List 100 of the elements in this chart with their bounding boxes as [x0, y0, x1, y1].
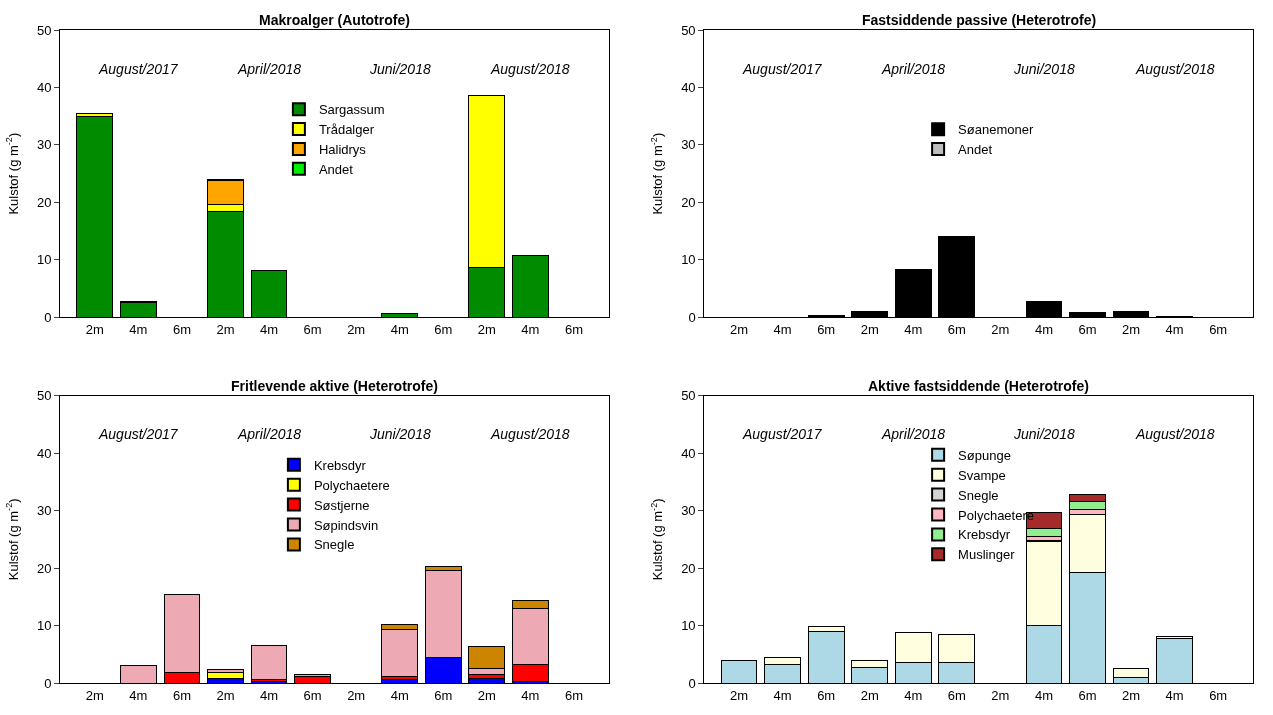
- annotation: August/2017: [98, 426, 179, 442]
- annotation: August/2017: [742, 61, 823, 77]
- x-tick-label: 6m: [1209, 321, 1228, 337]
- x-tick-label: 4m: [1034, 321, 1053, 337]
- chart-title: Aktive fastsiddende (Heterotrofe): [868, 378, 1089, 394]
- y-tick-label: 0: [44, 309, 52, 325]
- y-tick-label: 0: [44, 675, 52, 691]
- x-tick-label: 6m: [1078, 321, 1097, 337]
- y-tick-label: 50: [36, 22, 52, 38]
- legend-label: Sargassum: [318, 102, 385, 118]
- x-tick-label: 4m: [1034, 687, 1053, 703]
- y-tick-label: 10: [681, 618, 696, 634]
- y-tick-label: 0: [688, 309, 696, 325]
- chart-title: Makroalger (Autotrofe): [259, 12, 410, 28]
- legend-label: Snegle: [313, 537, 355, 553]
- y-tick-label: 30: [681, 137, 696, 153]
- legend-label: Halidrys: [318, 142, 367, 157]
- x-tick-label: 2m: [1122, 321, 1141, 337]
- x-tick-label: 2m: [216, 687, 235, 703]
- annotation: Juni/2018: [369, 426, 431, 442]
- x-tick-label: 2m: [991, 321, 1010, 337]
- x-tick-label: 2m: [860, 687, 879, 703]
- x-tick-label: 6m: [947, 321, 966, 337]
- x-tick-label: 6m: [434, 687, 453, 703]
- legend-label: Trådalger: [318, 122, 375, 138]
- annotation: April/2018: [237, 61, 302, 77]
- annotation: August/2018: [490, 61, 570, 77]
- y-tick-label: 0: [688, 675, 696, 691]
- y-tick-label: 10: [681, 252, 696, 268]
- x-tick-label: 6m: [1209, 687, 1228, 703]
- y-tick-label: 50: [681, 22, 696, 38]
- legend-label: Krebsdyr: [313, 457, 367, 473]
- x-tick-label: 4m: [521, 321, 540, 337]
- y-tick-label: 40: [681, 445, 696, 461]
- chart-title: Fastsiddende passive (Heterotrofe): [862, 12, 1097, 28]
- x-tick-label: 6m: [172, 321, 191, 337]
- legend-label: Polychaetere: [313, 477, 390, 493]
- y-tick-label: 30: [681, 503, 696, 519]
- x-tick-label: 2m: [730, 687, 749, 703]
- chart-title: Fritlevende aktive (Heterotrofe): [231, 378, 438, 394]
- x-tick-label: 4m: [904, 321, 923, 337]
- annotation: April/2018: [881, 61, 946, 77]
- annotation: August/2017: [742, 426, 823, 442]
- x-tick-label: 6m: [817, 687, 836, 703]
- x-tick-label: 2m: [730, 321, 749, 337]
- x-tick-label: 2m: [347, 687, 366, 703]
- y-tick-label: 40: [36, 80, 52, 96]
- annotation: April/2018: [237, 426, 302, 442]
- x-tick-label: 4m: [1165, 321, 1184, 337]
- y-tick-label: 20: [36, 194, 52, 210]
- y-tick-label: 20: [681, 194, 696, 210]
- x-tick-label: 4m: [390, 687, 409, 703]
- legend-label: Søpunge: [958, 447, 1011, 463]
- y-tick-label: 10: [36, 618, 52, 634]
- x-tick-label: 6m: [947, 687, 966, 703]
- annotation: August/2018: [1135, 61, 1215, 77]
- x-tick-label: 6m: [1078, 687, 1097, 703]
- x-tick-label: 4m: [390, 321, 409, 337]
- x-tick-label: 2m: [477, 321, 496, 337]
- annotation: Juni/2018: [1013, 61, 1075, 77]
- annotation: August/2018: [1135, 426, 1215, 442]
- annotation: Juni/2018: [369, 61, 431, 77]
- x-tick-label: 4m: [260, 687, 279, 703]
- y-tick-label: 20: [681, 560, 696, 576]
- legend-label: Søpindsvin: [313, 517, 379, 533]
- x-tick-label: 4m: [773, 321, 792, 337]
- y-tick-label: 40: [36, 445, 52, 461]
- legend-label: Søstjerne: [313, 497, 370, 513]
- x-tick-label: 6m: [434, 321, 453, 337]
- legend-label: Søanemoner: [958, 122, 1034, 138]
- x-tick-label: 2m: [347, 321, 366, 337]
- y-tick-label: 50: [681, 388, 696, 404]
- legend-label: Snegle: [958, 487, 999, 503]
- x-tick-label: 4m: [260, 321, 279, 337]
- x-tick-label: 4m: [129, 687, 148, 703]
- y-tick-label: 10: [36, 252, 52, 268]
- y-tick-label: 30: [36, 503, 52, 519]
- x-tick-label: 6m: [564, 687, 583, 703]
- legend-label: Andet: [318, 161, 354, 177]
- annotation: August/2018: [490, 426, 570, 442]
- x-tick-label: 2m: [85, 687, 104, 703]
- legend-label: Svampe: [958, 467, 1006, 483]
- x-tick-label: 6m: [564, 321, 583, 337]
- x-tick-label: 4m: [773, 687, 792, 703]
- x-tick-label: 6m: [172, 687, 191, 703]
- x-tick-label: 4m: [521, 687, 540, 703]
- legend-label: Andet: [958, 142, 993, 158]
- x-tick-label: 6m: [303, 687, 322, 703]
- y-tick-label: 50: [36, 388, 52, 404]
- x-tick-label: 2m: [477, 687, 496, 703]
- legend-label: Muslinger: [958, 547, 1016, 563]
- y-tick-label: 20: [36, 560, 52, 576]
- annotation: Juni/2018: [1013, 426, 1075, 442]
- x-tick-label: 2m: [860, 321, 879, 337]
- y-tick-label: 40: [681, 80, 696, 96]
- x-tick-label: 4m: [129, 321, 148, 337]
- x-tick-label: 6m: [303, 321, 322, 337]
- legend-label: Krebsdyr: [958, 527, 1011, 543]
- x-tick-label: 6m: [817, 321, 836, 337]
- x-tick-label: 2m: [216, 321, 235, 337]
